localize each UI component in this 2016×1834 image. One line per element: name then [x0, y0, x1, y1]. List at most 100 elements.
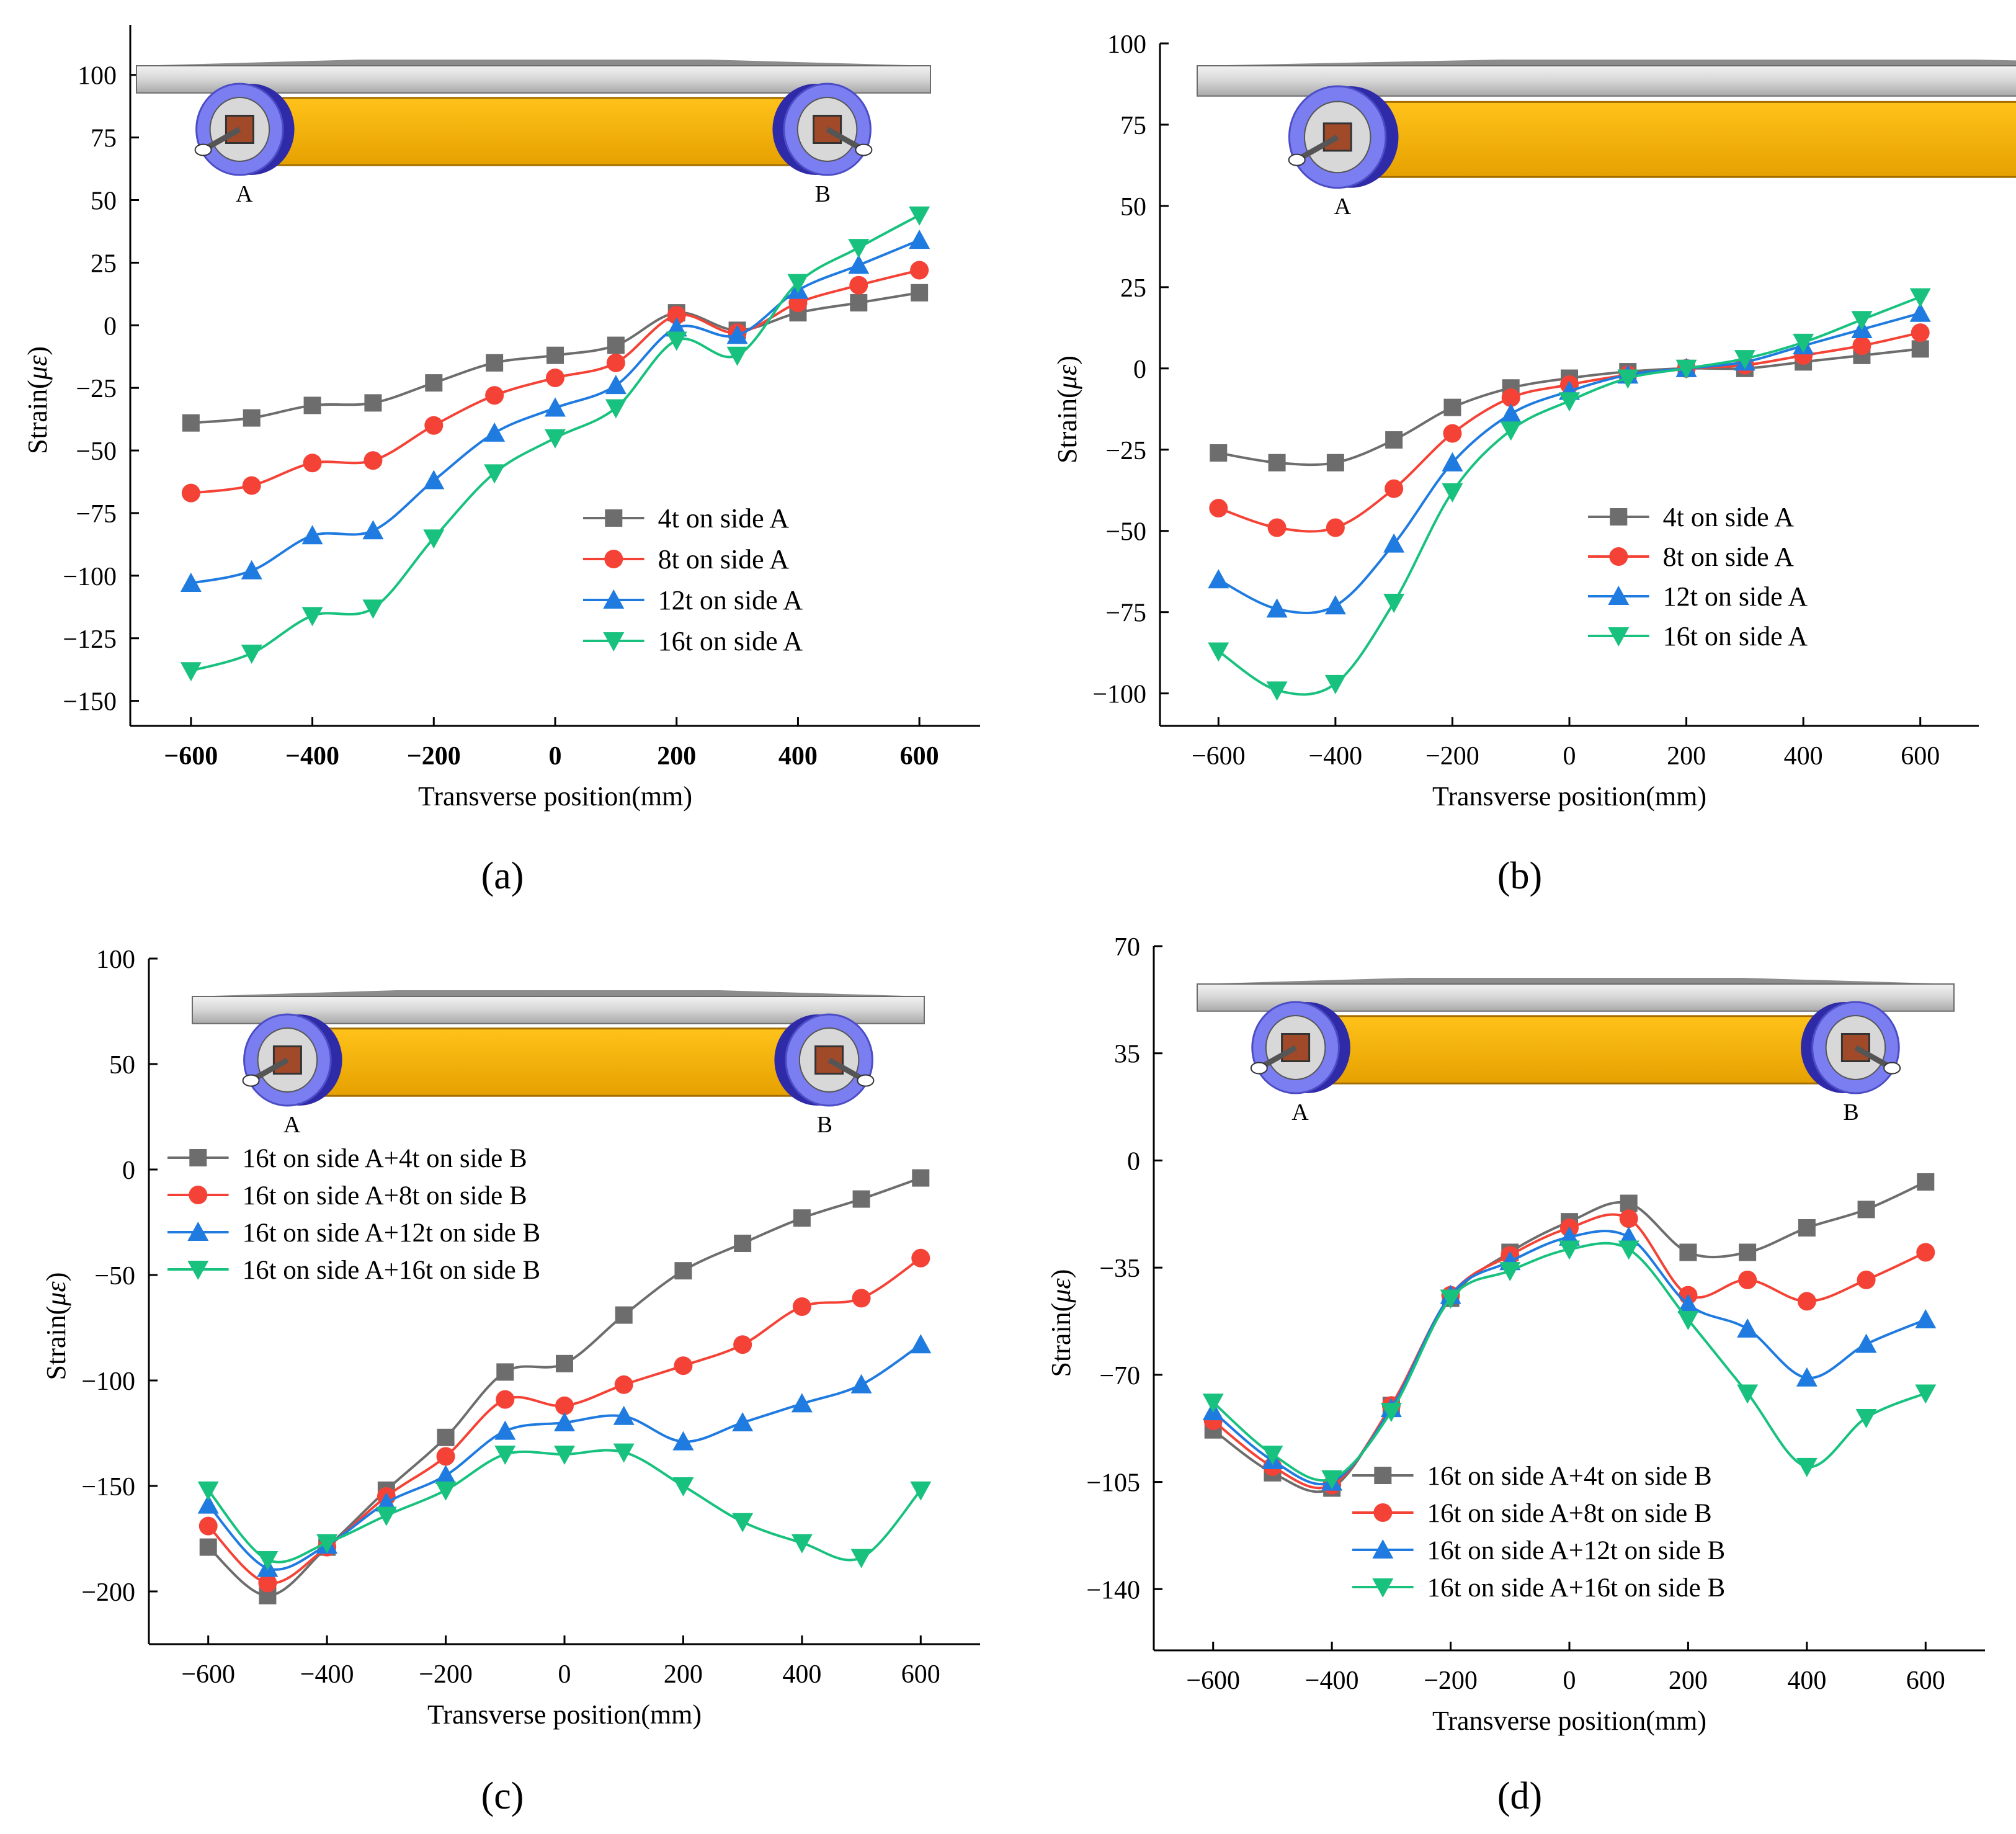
data-point-triangle-up	[241, 560, 262, 579]
data-point-triangle-up	[732, 1412, 754, 1431]
x-tick-label: −400	[1309, 742, 1363, 771]
data-point-square	[182, 414, 200, 432]
data-point-square	[1917, 1173, 1935, 1191]
y-tick-label: −50	[94, 1262, 135, 1291]
legend-marker-square	[1610, 508, 1628, 526]
data-point-triangle-down	[301, 607, 323, 627]
data-point-circle	[674, 1356, 693, 1376]
cable-end	[1250, 1062, 1268, 1075]
y-tick-label: −200	[81, 1578, 135, 1607]
legend-label: 4t on side A	[1663, 502, 1795, 532]
y-tick-label: −25	[1105, 437, 1146, 465]
x-tick-label: −200	[419, 1660, 473, 1689]
data-point-circle	[485, 386, 504, 405]
deck-top-edge	[1197, 60, 2016, 66]
legend-marker-square	[605, 509, 623, 527]
y-axis-title-symbol: με	[41, 1281, 71, 1307]
data-point-circle	[1209, 499, 1228, 518]
y-tick-label: 75	[1120, 112, 1146, 140]
cable-end	[194, 143, 212, 156]
data-point-triangle-down	[1677, 1311, 1699, 1331]
data-point-triangle-up	[613, 1405, 635, 1425]
x-tick-label: 200	[1669, 1666, 1708, 1695]
data-point-triangle-down	[1915, 1384, 1937, 1404]
x-tick-label: −600	[181, 1660, 235, 1689]
data-point-circle	[1385, 479, 1404, 498]
data-point-triangle-down	[1380, 1403, 1402, 1423]
data-point-triangle-down	[848, 239, 870, 259]
data-point-circle	[733, 1335, 752, 1354]
chart-panel-b: −100 −75 −50 −25 0 25 50 75 100 −600 −400 −200 0 200 4…	[1052, 30, 2016, 897]
data-point-triangle-up	[1909, 302, 1931, 322]
legend-marker-circle	[1373, 1503, 1393, 1522]
series-line-3	[1212, 1241, 1927, 1482]
strain-gauge	[1322, 122, 1352, 152]
data-point-circle	[1267, 518, 1287, 537]
data-point-triangle-down	[1909, 288, 1931, 308]
data-point-triangle-down	[1618, 1240, 1639, 1260]
data-point-triangle-down	[613, 1443, 635, 1463]
data-point-circle	[242, 476, 261, 495]
data-point-circle	[614, 1375, 633, 1394]
data-point-circle	[364, 451, 383, 470]
y-tick-label: −25	[76, 375, 117, 403]
data-point-square	[1857, 1201, 1875, 1219]
cable-end	[242, 1074, 260, 1087]
x-tick-label: −400	[1305, 1666, 1359, 1695]
girder-body	[1309, 1015, 1842, 1085]
data-point-triangle-down	[1851, 311, 1873, 331]
y-tick-label: 35	[1114, 1040, 1140, 1069]
legend-marker-triangle-down	[1608, 627, 1630, 646]
data-point-triangle-up	[726, 324, 748, 344]
data-point-square	[486, 354, 504, 372]
side-a-label: A	[283, 1112, 301, 1138]
legend-label: 8t on side A	[658, 544, 790, 575]
data-point-triangle-up	[554, 1412, 575, 1431]
data-point-triangle-down	[1855, 1408, 1877, 1428]
data-point-circle	[1501, 388, 1520, 407]
panel-label: (c)	[481, 1775, 524, 1817]
panel-label: (b)	[1497, 855, 1542, 897]
data-point-circle	[667, 306, 686, 325]
x-tick-label: −600	[1186, 1666, 1240, 1695]
data-point-triangle-up	[180, 572, 202, 592]
data-point-triangle-down	[850, 1549, 872, 1568]
data-point-triangle-down	[1383, 593, 1405, 613]
x-tick-label: 400	[1787, 1666, 1826, 1695]
y-tick-label: 50	[1120, 193, 1146, 221]
deck-top-edge	[1197, 978, 1954, 984]
data-point-triangle-down	[1559, 1240, 1580, 1260]
data-point-square	[911, 284, 929, 302]
data-point-square	[793, 1209, 811, 1227]
data-point-square	[852, 1190, 870, 1208]
legend-label: 12t on side A	[658, 585, 803, 615]
data-point-circle	[424, 416, 444, 435]
legend-label: 16t on side A+8t on side B	[243, 1181, 527, 1210]
legend-label: 8t on side A	[1663, 542, 1795, 572]
data-point-triangle-down	[1208, 642, 1229, 662]
chart-panel-d: −140 −105 −70 −35 0 35 70 −600 −400 −200 0 200 400 60…	[1046, 933, 1985, 1817]
y-axis-title-symbol: με	[1046, 1278, 1076, 1304]
legend-label: 16t on side A	[1663, 621, 1808, 651]
data-point-triangle-up	[1324, 595, 1346, 615]
data-point-triangle-up	[362, 520, 384, 540]
side-b-label: B	[1843, 1099, 1858, 1125]
data-point-square	[1385, 431, 1403, 449]
x-tick-label: 200	[1667, 742, 1706, 771]
data-point-triangle-up	[375, 1492, 397, 1512]
x-tick-label: −200	[1425, 742, 1479, 771]
cable-end	[857, 1074, 875, 1087]
data-point-square	[1326, 454, 1344, 472]
data-point-circle	[1911, 323, 1930, 342]
data-point-square	[437, 1428, 455, 1446]
data-point-triangle-up	[1442, 452, 1463, 472]
legend-marker-circle	[1609, 547, 1628, 566]
data-point-triangle-up	[1796, 1367, 1818, 1387]
data-point-triangle-up	[301, 525, 323, 545]
chart-panel-a: −150 −125 −100 −75 −50 −25 0 25 50 75 100 −600 −400 −…	[22, 25, 980, 897]
data-point-triangle-down	[197, 1481, 219, 1501]
y-tick-label: −100	[81, 1367, 135, 1396]
y-tick-label: −70	[1099, 1362, 1140, 1390]
data-point-triangle-down	[1500, 421, 1522, 441]
y-axis-title-prefix: Strain(	[22, 380, 53, 454]
